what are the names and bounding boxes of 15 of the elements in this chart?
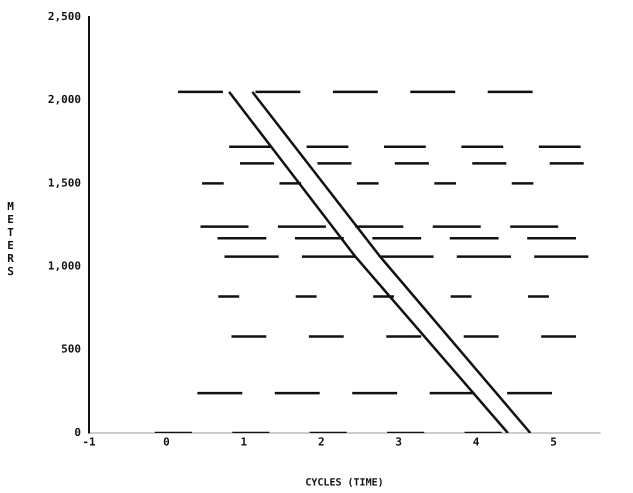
x-tick-label: 3 [395, 435, 402, 448]
x-tick-label: 1 [240, 435, 248, 448]
x-tick-label: -1 [82, 435, 96, 448]
y-tick-label: 2,000 [48, 93, 81, 106]
x-tick-label: 5 [550, 435, 557, 448]
y-tick-label: 2,500 [48, 10, 81, 23]
x-tick-label: 2 [318, 435, 325, 448]
x-axis-title: CYCLES (TIME) [305, 478, 384, 489]
y-tick-label: 1,000 [48, 259, 81, 272]
x-tick-label: 4 [472, 435, 480, 448]
y-tick-label: 1,500 [48, 176, 81, 190]
x-tick-label: 0 [163, 435, 170, 448]
y-tick-label: 500 [61, 342, 81, 356]
y-tick-label: 0 [74, 426, 81, 439]
y-axis-title: METERS [4, 200, 17, 278]
